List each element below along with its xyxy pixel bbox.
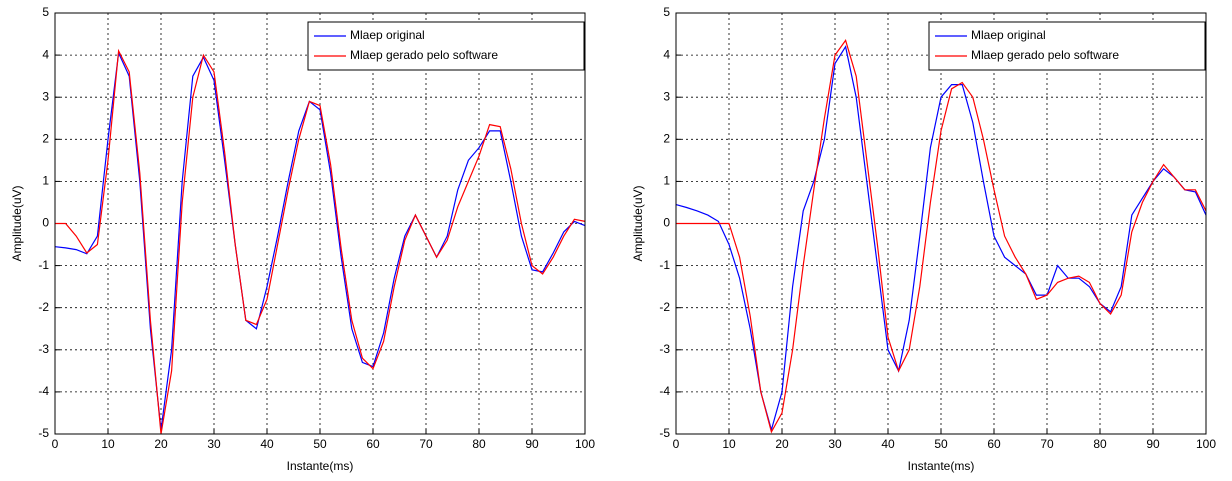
x-tick-label: 100 — [575, 437, 595, 451]
y-tick-label: -5 — [38, 426, 49, 440]
axes-frame — [675, 12, 1207, 435]
legend-label: Mlaep gerado pelo software — [350, 48, 498, 62]
x-tick-label: 70 — [1040, 437, 1054, 451]
x-tick-label: 50 — [934, 437, 948, 451]
series-line — [54, 50, 586, 430]
x-tick-label: 20 — [154, 437, 168, 451]
x-tick-label: 10 — [101, 437, 115, 451]
y-tick-label: 4 — [663, 47, 670, 61]
series-line — [676, 39, 1207, 434]
x-axis-label: Instante(ms) — [287, 459, 354, 473]
chart: 0 10 20 30 40 50 60 70 80 90 100 -5 -4 -3 -2 -1 0 1 2 3 4 5 In… — [10, 5, 595, 473]
legend-label: Mlaep original — [971, 28, 1046, 42]
y-tick-label: 3 — [42, 89, 49, 103]
y-tick-label: -4 — [659, 384, 670, 398]
y-tick-label: -1 — [38, 258, 49, 272]
y-tick-label: 3 — [663, 89, 670, 103]
x-axis-label: Instante(ms) — [908, 459, 975, 473]
x-tick-label: 30 — [207, 437, 221, 451]
y-tick-label: -4 — [38, 384, 49, 398]
legend-label: Mlaep gerado pelo software — [971, 48, 1119, 62]
x-tick-label: 40 — [260, 437, 274, 451]
x-tick-label: 70 — [419, 437, 433, 451]
y-tick-label: -3 — [38, 342, 49, 356]
x-tick-label: 0 — [52, 437, 59, 451]
x-tick-label: 100 — [1196, 437, 1216, 451]
x-tick-label: 90 — [525, 437, 539, 451]
x-tick-label: 90 — [1146, 437, 1160, 451]
y-tick-label: 0 — [663, 216, 670, 230]
x-tick-label: 20 — [775, 437, 789, 451]
legend-box — [928, 21, 1206, 71]
y-tick-label: -2 — [38, 300, 49, 314]
y-tick-label: 2 — [42, 131, 49, 145]
y-tick-label: -3 — [659, 342, 670, 356]
y-tick-label: 5 — [663, 5, 670, 19]
series-line — [55, 48, 586, 435]
axes-frame — [54, 12, 586, 435]
x-tick-label: 60 — [987, 437, 1001, 451]
legend-box — [307, 21, 585, 71]
x-tick-label: 0 — [673, 437, 680, 451]
y-tick-label: 1 — [42, 174, 49, 188]
y-tick-label: -5 — [659, 426, 670, 440]
y-tick-label: 4 — [42, 47, 49, 61]
y-axis-label: Amplitude(uV) — [10, 185, 24, 261]
x-tick-label: 50 — [313, 437, 327, 451]
y-tick-label: -2 — [659, 300, 670, 314]
x-tick-label: 60 — [366, 437, 380, 451]
y-tick-label: -1 — [659, 258, 670, 272]
x-tick-label: 80 — [1093, 437, 1107, 451]
y-tick-label: 2 — [663, 131, 670, 145]
y-tick-label: 0 — [42, 216, 49, 230]
x-tick-label: 80 — [472, 437, 486, 451]
y-axis-label: Amplitude(uV) — [631, 185, 645, 261]
x-tick-label: 10 — [722, 437, 736, 451]
x-tick-label: 40 — [881, 437, 895, 451]
y-tick-label: 1 — [663, 174, 670, 188]
chart: 0 10 20 30 40 50 60 70 80 90 100 -5 -4 -3 -2 -1 0 1 2 3 4 5 In… — [631, 5, 1216, 473]
x-tick-label: 30 — [828, 437, 842, 451]
y-tick-label: 5 — [42, 5, 49, 19]
legend-label: Mlaep original — [350, 28, 425, 42]
